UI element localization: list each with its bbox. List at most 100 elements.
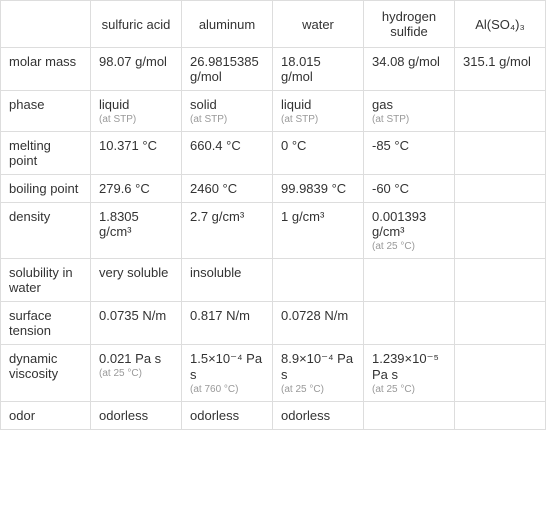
- row-label: odor: [1, 402, 91, 430]
- table-cell: [455, 203, 546, 259]
- row-label: solubility in water: [1, 259, 91, 302]
- table-cell: 0.001393 g/cm³(at 25 °C): [364, 203, 455, 259]
- table-cell: [455, 259, 546, 302]
- cell-main-value: 1.8305 g/cm³: [99, 209, 173, 239]
- table-cell: 34.08 g/mol: [364, 48, 455, 91]
- table-cell: 0.0735 N/m: [91, 302, 182, 345]
- cell-main-value: odorless: [281, 408, 355, 423]
- cell-main-value: very soluble: [99, 265, 173, 280]
- table-cell: -60 °C: [364, 175, 455, 203]
- cell-main-value: 98.07 g/mol: [99, 54, 173, 69]
- table-cell: [364, 302, 455, 345]
- table-cell: 18.015 g/mol: [273, 48, 364, 91]
- table-row: boiling point 279.6 °C 2460 °C 99.9839 °C -6…: [1, 175, 546, 203]
- row-label: molar mass: [1, 48, 91, 91]
- cell-main-value: 0.0728 N/m: [281, 308, 355, 323]
- cell-main-value: odorless: [190, 408, 264, 423]
- table-cell: 2.7 g/cm³: [182, 203, 273, 259]
- table-header-row: sulfuric acid aluminum water hydrogen su…: [1, 1, 546, 48]
- table-cell: [455, 175, 546, 203]
- cell-main-value: 0.001393 g/cm³: [372, 209, 446, 239]
- header-al-so4-3: Al(SO₄)₃: [455, 1, 546, 48]
- cell-sub-value: (at 25 °C): [281, 384, 355, 395]
- cell-main-value: 1.239×10⁻⁵ Pa s: [372, 351, 446, 382]
- cell-main-value: liquid: [281, 97, 355, 112]
- cell-main-value: odorless: [99, 408, 173, 423]
- table-row: melting point10.371 °C 660.4 °C 0 °C -85 °C: [1, 132, 546, 175]
- cell-main-value: 2.7 g/cm³: [190, 209, 264, 224]
- header-empty: [1, 1, 91, 48]
- table-cell: [455, 345, 546, 402]
- table-cell: odorless: [91, 402, 182, 430]
- table-cell: 98.07 g/mol: [91, 48, 182, 91]
- table-cell: liquid (at STP): [91, 91, 182, 132]
- cell-main-value: 2460 °C: [190, 181, 264, 196]
- cell-main-value: insoluble: [190, 265, 264, 280]
- table-cell: 0.0728 N/m: [273, 302, 364, 345]
- table-cell: 315.1 g/mol: [455, 48, 546, 91]
- cell-main-value: 0 °C: [281, 138, 355, 153]
- properties-table: sulfuric acid aluminum water hydrogen su…: [0, 0, 546, 430]
- table-cell: [364, 259, 455, 302]
- table-cell: [455, 132, 546, 175]
- table-row: density1.8305 g/cm³2.7 g/cm³1 g/cm³0.001…: [1, 203, 546, 259]
- cell-main-value: 0.0735 N/m: [99, 308, 173, 323]
- row-label: phase: [1, 91, 91, 132]
- table-row: surface tension 0.0735 N/m 0.817 N/m 0.0728…: [1, 302, 546, 345]
- table-cell: [455, 402, 546, 430]
- header-aluminum: aluminum: [182, 1, 273, 48]
- table-cell: solid(at STP): [182, 91, 273, 132]
- cell-sub-value: (at STP): [190, 114, 264, 125]
- cell-main-value: 26.9815385 g/mol: [190, 54, 264, 84]
- table-cell: 0 °C: [273, 132, 364, 175]
- cell-main-value: 1 g/cm³: [281, 209, 355, 224]
- table-cell: 660.4 °C: [182, 132, 273, 175]
- cell-sub-value: (at STP): [372, 114, 446, 125]
- table-cell: liquid (at STP): [273, 91, 364, 132]
- cell-main-value: 0.817 N/m: [190, 308, 264, 323]
- cell-main-value: 99.9839 °C: [281, 181, 355, 196]
- table-cell: 2460 °C: [182, 175, 273, 203]
- cell-main-value: 1.5×10⁻⁴ Pa s: [190, 351, 264, 382]
- cell-main-value: 18.015 g/mol: [281, 54, 355, 84]
- table-cell: 10.371 °C: [91, 132, 182, 175]
- table-cell: gas (at STP): [364, 91, 455, 132]
- table-cell: odorless: [182, 402, 273, 430]
- table-cell: 0.817 N/m: [182, 302, 273, 345]
- cell-sub-value: (at 25 °C): [372, 384, 446, 395]
- table-cell: odorless: [273, 402, 364, 430]
- cell-main-value: 315.1 g/mol: [463, 54, 537, 69]
- row-label: boiling point: [1, 175, 91, 203]
- table-cell: 99.9839 °C: [273, 175, 364, 203]
- cell-main-value: liquid: [99, 97, 173, 112]
- table-cell: -85 °C: [364, 132, 455, 175]
- cell-sub-value: (at STP): [281, 114, 355, 125]
- table-row: molar mass 98.07 g/mol 26.9815385 g/mol 18.…: [1, 48, 546, 91]
- table-cell: [273, 259, 364, 302]
- row-label: dynamic viscosity: [1, 345, 91, 402]
- cell-main-value: 0.021 Pa s: [99, 351, 173, 366]
- cell-sub-value: (at STP): [99, 114, 173, 125]
- cell-sub-value: (at 25 °C): [99, 368, 173, 379]
- table-row: odor odorless odorless odorless: [1, 402, 546, 430]
- table-cell: [455, 302, 546, 345]
- table-cell: [364, 402, 455, 430]
- cell-main-value: 660.4 °C: [190, 138, 264, 153]
- row-label: melting point: [1, 132, 91, 175]
- cell-sub-value: (at 760 °C): [190, 384, 264, 395]
- header-water: water: [273, 1, 364, 48]
- table-cell: 1 g/cm³: [273, 203, 364, 259]
- cell-main-value: 279.6 °C: [99, 181, 173, 196]
- table-row: solubility in water very soluble insoluble: [1, 259, 546, 302]
- table-cell: [455, 91, 546, 132]
- table-row: dynamic viscosity 0.021 Pa s (at 25 °C) 1.5…: [1, 345, 546, 402]
- cell-main-value: -85 °C: [372, 138, 446, 153]
- table-cell: 8.9×10⁻⁴ Pa s(at 25 °C): [273, 345, 364, 402]
- row-label: surface tension: [1, 302, 91, 345]
- cell-main-value: gas: [372, 97, 446, 112]
- table-cell: very soluble: [91, 259, 182, 302]
- header-hydrogen-sulfide: hydrogen sulfide: [364, 1, 455, 48]
- table-cell: 279.6 °C: [91, 175, 182, 203]
- table-cell: 0.021 Pa s (at 25 °C): [91, 345, 182, 402]
- cell-main-value: 34.08 g/mol: [372, 54, 446, 69]
